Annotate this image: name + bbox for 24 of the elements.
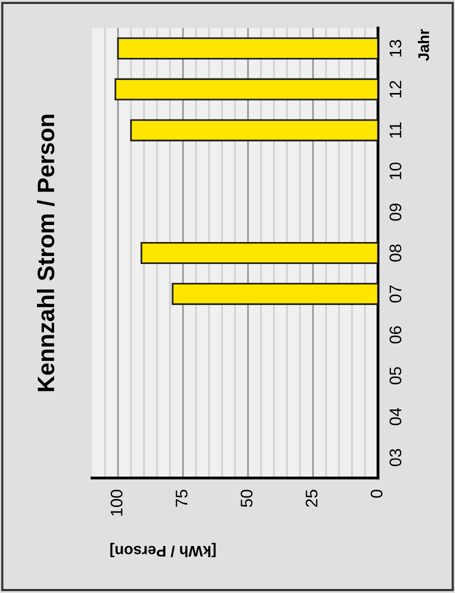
bar: [140, 242, 378, 264]
x-tick-label: 75: [176, 490, 188, 507]
x-tick-label: 0: [370, 490, 382, 498]
y-tick-label: 09: [390, 204, 402, 221]
x-tick-label: 50: [240, 490, 252, 507]
y-axis-title: Jahr: [418, 29, 430, 61]
bar: [172, 282, 378, 305]
x-axis-title: [kWh / Person]: [110, 542, 216, 558]
y-tick-label: 08: [390, 244, 402, 262]
y-tick-label: 13: [390, 40, 402, 56]
y-tick-label: 10: [390, 162, 402, 180]
bar: [130, 119, 378, 142]
y-tick-label: 07: [390, 285, 402, 303]
text: Kennzahl Strom / Person: [36, 114, 55, 392]
bar: [117, 37, 378, 60]
y-tick-label: 06: [390, 326, 402, 344]
y-tick-label: 04: [390, 408, 402, 426]
y-tick-label: 11: [390, 122, 402, 138]
x-tick-label: 25: [306, 490, 318, 507]
y-tick-label: 12: [390, 80, 402, 98]
bar: [114, 78, 378, 100]
y-tick-label: 05: [390, 367, 402, 384]
x-tick-label: 100: [110, 490, 122, 516]
y-tick-label: 03: [390, 449, 402, 466]
